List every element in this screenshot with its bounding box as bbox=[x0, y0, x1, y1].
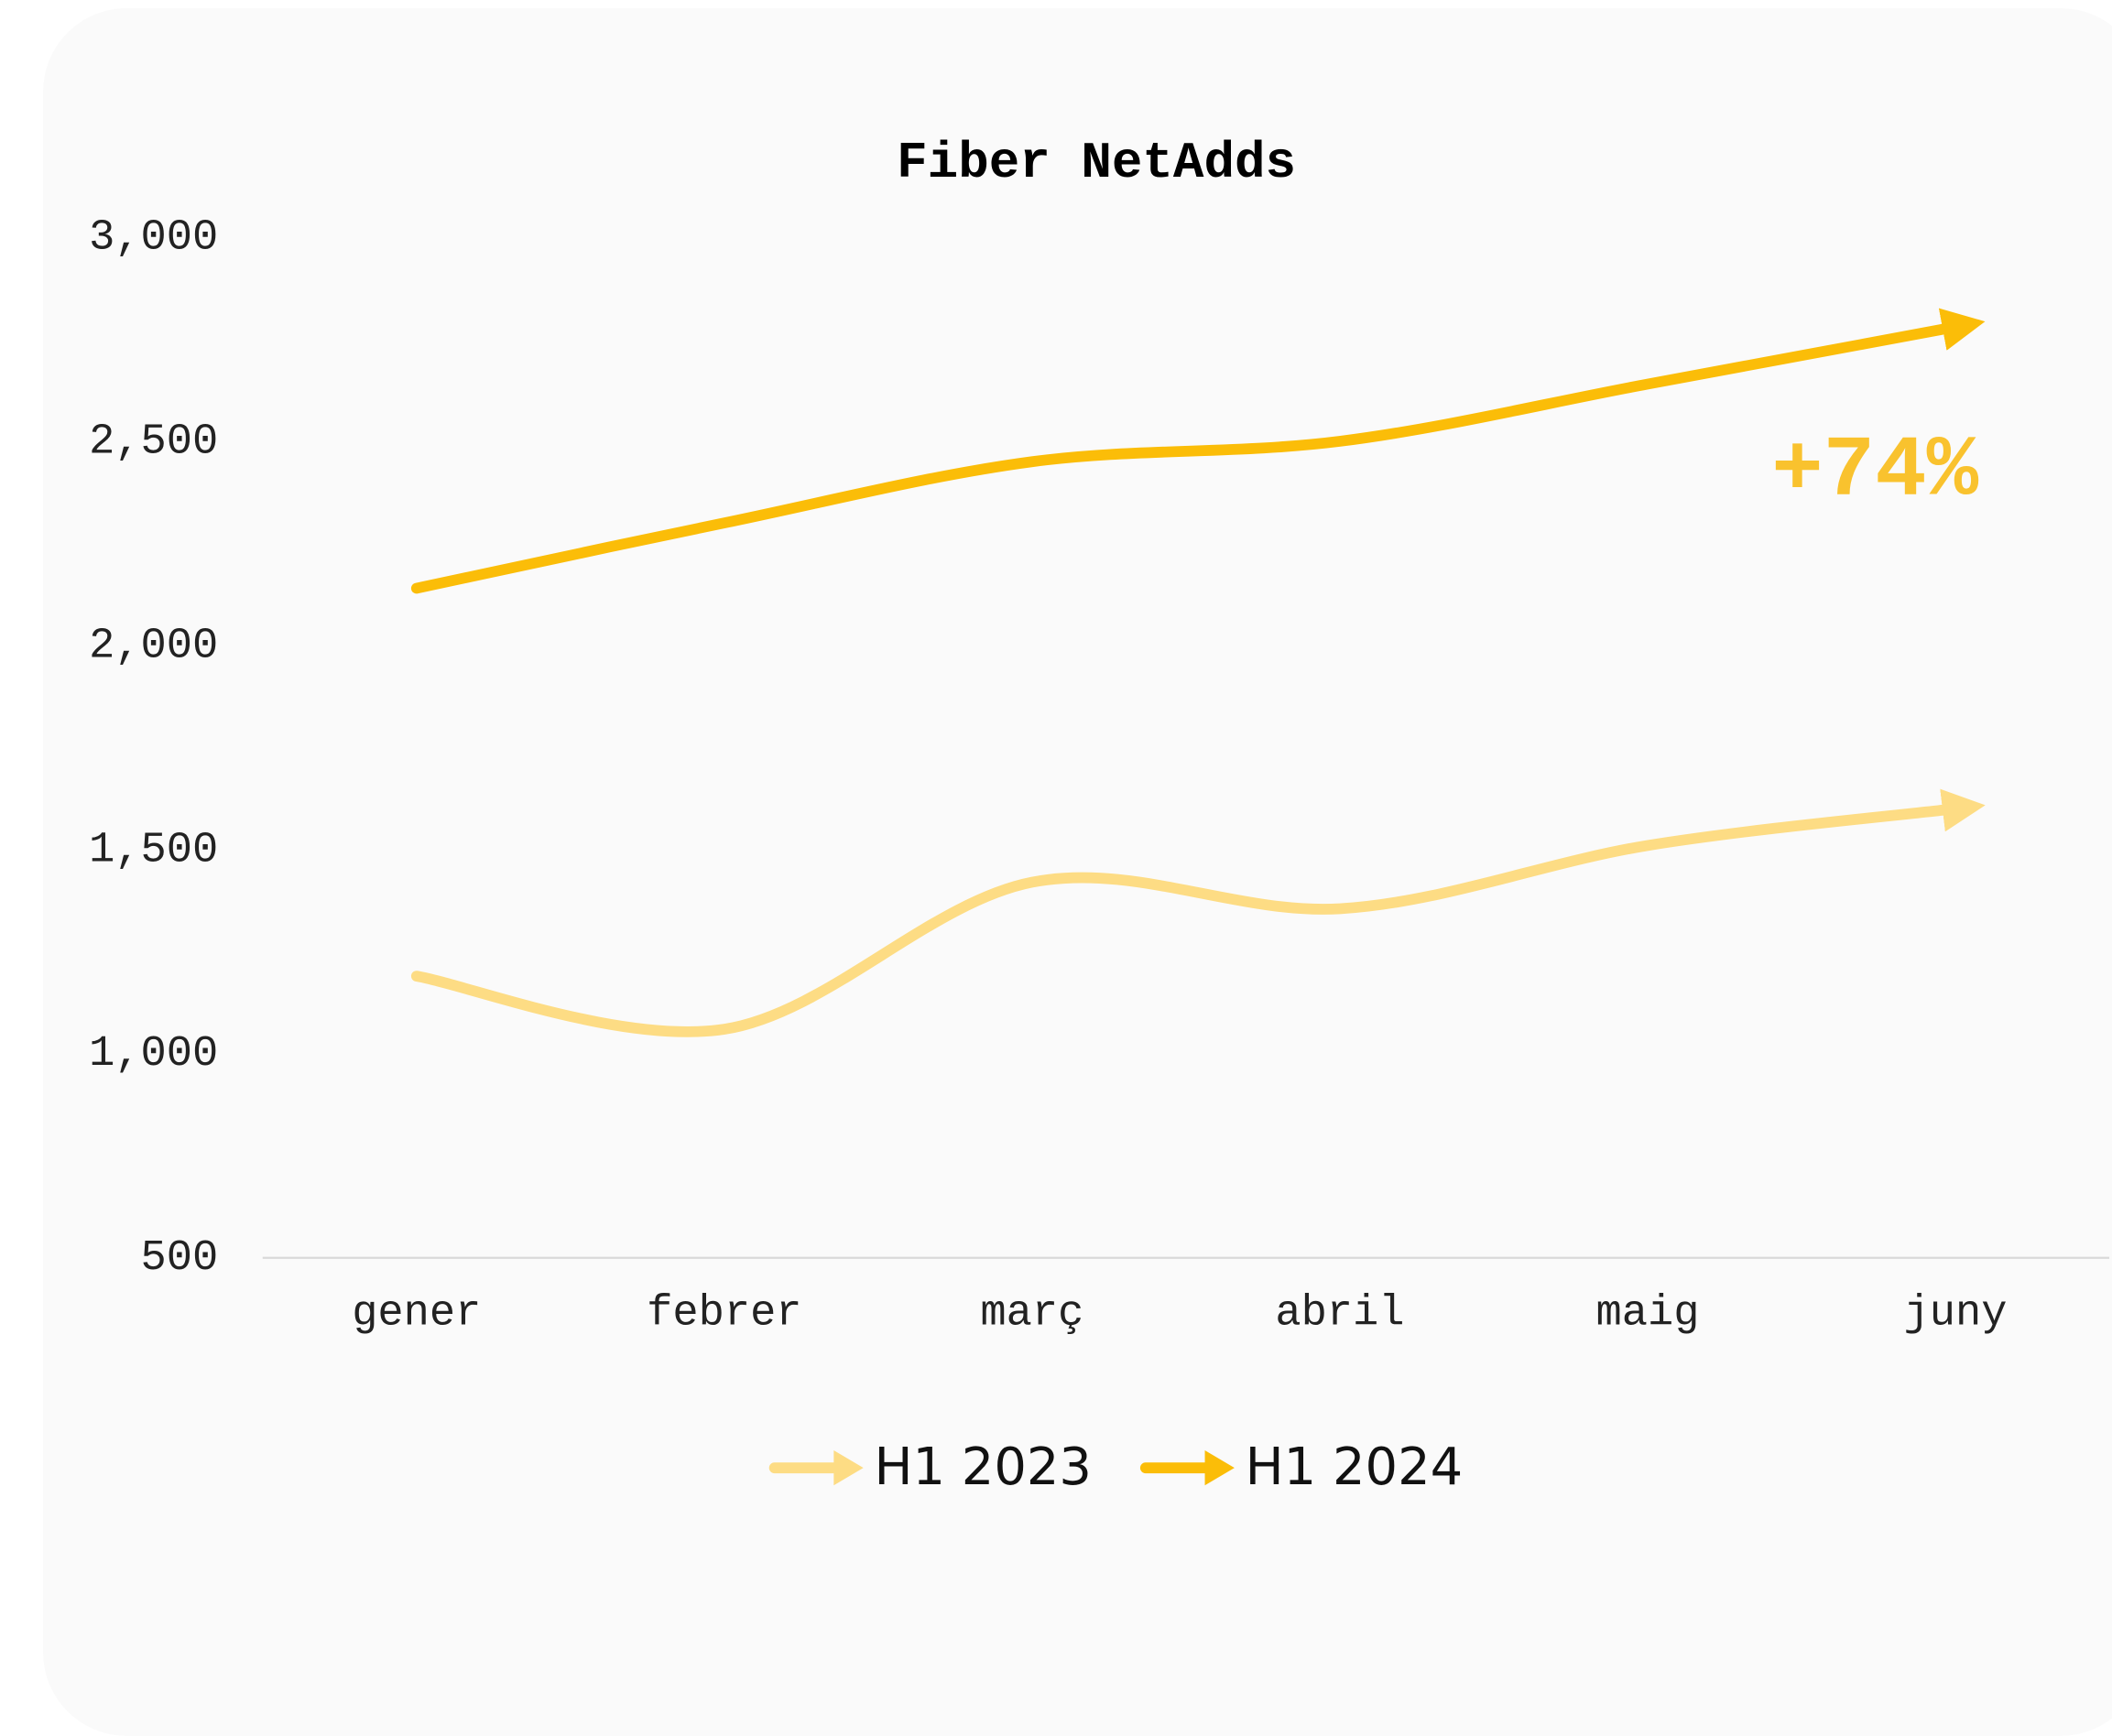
y-tick-label: 3,000 bbox=[89, 213, 218, 262]
y-tick-label: 2,000 bbox=[89, 622, 218, 670]
annotation: +74% bbox=[1771, 424, 1978, 521]
card bbox=[43, 8, 2112, 1736]
legend-label: H1 2023 bbox=[874, 1438, 1092, 1497]
legend-icon-arrow bbox=[1204, 1450, 1235, 1486]
x-tick-label: abril bbox=[1275, 1289, 1404, 1338]
x-tick-label: gener bbox=[352, 1289, 481, 1338]
y-tick-label: 1,500 bbox=[89, 826, 218, 874]
chart-title: Fiber NetAdds bbox=[897, 134, 1296, 192]
series-line bbox=[410, 308, 1986, 594]
legend-label: H1 2024 bbox=[1246, 1438, 1464, 1497]
series-line bbox=[410, 788, 1986, 1037]
x-tick-label: març bbox=[980, 1289, 1083, 1338]
x-tick-label: juny bbox=[1904, 1289, 2008, 1338]
y-tick-label: 2,500 bbox=[89, 418, 218, 466]
legend-icon-arrow bbox=[833, 1450, 864, 1486]
y-tick-label: 500 bbox=[141, 1234, 219, 1283]
x-tick-label: febrer bbox=[647, 1289, 801, 1338]
x-tick-label: maig bbox=[1596, 1289, 1700, 1338]
y-tick-label: 1,000 bbox=[89, 1030, 218, 1079]
